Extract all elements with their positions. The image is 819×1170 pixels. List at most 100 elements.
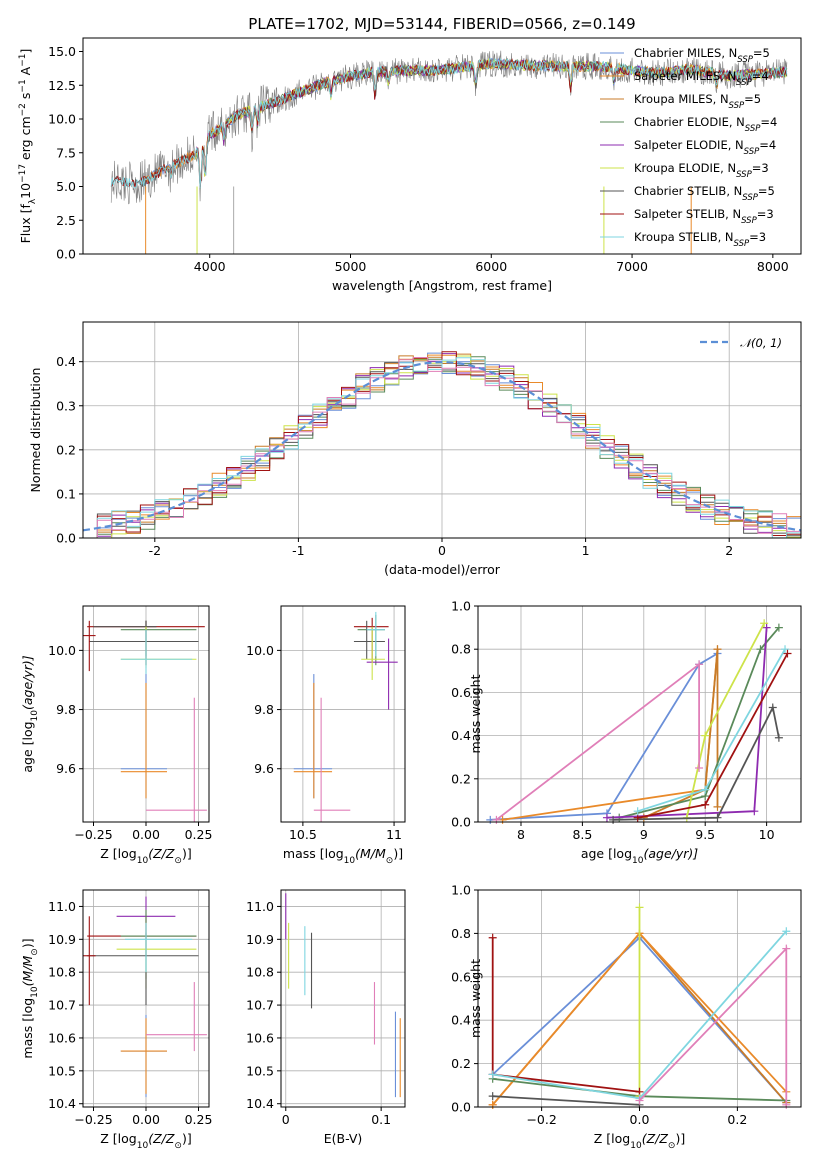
y-tick-label: 0.6 [451,685,471,700]
x-tick-label: 9 [640,827,648,842]
y-tick-label: 0.4 [451,728,471,743]
y-tick-label: 10.6 [246,1030,274,1045]
x-tick-label: 2 [725,543,733,558]
y-tick-label: 9.8 [254,702,274,717]
series-marker [782,944,791,953]
x-axis-label: Z [log10(Z/Z⊙)] [100,1131,191,1151]
series-marker [768,703,777,712]
legend-entry: Chabrier MILES, NSSP=5 [634,46,770,65]
x-tick-label: 4000 [194,259,226,274]
y-tick-label: 0.4 [451,1013,471,1028]
x-tick-label: 0.00 [132,1112,160,1127]
y-tick-label: 9.6 [254,761,274,776]
legend-entry: 𝒩(0, 1) [740,336,782,350]
series-marker [635,1096,644,1105]
series-marker [488,933,497,942]
histogram-salpeter-stelib [83,351,801,538]
x-tick-label: −0.2 [526,1112,556,1127]
y-tick-label: 10.5 [48,1063,76,1078]
series-marker [713,645,722,654]
normal-distribution-curve [83,360,801,532]
series-marker [756,645,765,654]
legend-entry: Kroupa MILES, NSSP=5 [634,92,761,111]
y-tick-label: 1.0 [451,599,471,614]
series-line-9 [495,662,700,821]
x-tick-label: 8000 [757,259,789,274]
y-tick-label: 7.5 [56,145,76,160]
series-line-5 [492,1095,640,1106]
x-axis-label: Z [log10(Z/Z⊙)] [594,1131,685,1151]
spectrum-panel: 4000 5000 6000 7000 8000 0.0 2.5 5.0 7.5 10.0 12.5… [18,37,802,293]
x-tick-label: 8.5 [572,827,592,842]
y-tick-label: 10.0 [48,112,76,127]
legend-entry: Salpeter STELIB, NSSP=3 [634,207,774,226]
y-tick-label: 9.6 [56,761,76,776]
axes-frame [82,37,802,255]
legend-entry: Kroupa STELIB, NSSP=3 [634,230,766,249]
residuals-legend: 𝒩(0, 1) [700,336,782,350]
y-tick-label: 10.9 [246,932,274,947]
y-tick-label: 15.0 [48,44,76,59]
massweight-vs-metallicity-panel: −0.2 0.0 0.2 0.0 0.2 0.4 0.6 0.8 1.0 Z [log10(Z/Z… [451,883,802,1151]
y-axis-label: Normed distribution [28,368,43,493]
legend-entry: Chabrier ELODIE, NSSP=4 [634,115,777,134]
series-marker [701,785,710,794]
y-axis-label: mass weight [468,959,483,1038]
y-tick-label: 10.0 [48,643,76,658]
y-axis-label: mass [log10(M/M⊙)] [20,938,40,1058]
series-marker [695,660,704,669]
y-tick-label: 0.6 [451,969,471,984]
model-spectrum-kroupa-stelib [110,57,788,189]
x-tick-label: 10.5 [289,827,317,842]
y-tick-label: 0.0 [451,815,471,830]
legend-entry: Kroupa ELODIE, NSSP=3 [634,161,769,180]
x-tick-label: 0.00 [132,827,160,842]
x-tick-label: 5000 [335,259,367,274]
y-tick-label: 9.8 [56,702,76,717]
x-tick-label: −0.25 [74,1112,112,1127]
y-tick-label: 0.8 [451,642,471,657]
series-line-0 [490,652,718,821]
x-axis-label: wavelength [Angstrom, rest frame] [332,278,552,293]
x-tick-label: 0.0 [630,1112,650,1127]
x-axis-label: age [log10(age/yr)] [581,846,698,866]
series-marker [713,802,722,811]
histogram-kroupa-stelib [83,357,801,538]
series-marker [713,813,722,822]
x-tick-label: 8 [517,827,525,842]
x-tick-label: 10 [759,827,775,842]
y-tick-label: 0.3 [56,398,76,413]
y-axis-label: age [log10(age/yr)] [20,655,40,772]
x-tick-label: 0 [282,1112,290,1127]
histogram-pink [83,357,801,538]
series-marker [492,815,501,824]
y-tick-label: 10.7 [48,998,76,1013]
axes-frame [280,605,406,823]
series-marker [782,1100,791,1109]
spectrum-title: PLATE=1702, MJD=53144, FIBERID=0566, z=0… [248,15,635,33]
x-tick-label: 9.5 [695,827,715,842]
y-tick-label: 10.4 [48,1096,76,1111]
mass-vs-ebv-panel: 0 0.1 10.4 10.5 10.6 10.7 10.8 10.9 11.0 E(B-V) [246,889,406,1146]
y-tick-label: 10.7 [246,998,274,1013]
series-marker [695,764,704,772]
series-marker [701,800,710,809]
series-marker [762,623,771,632]
axes-frame [280,889,406,1108]
y-tick-label: 10.8 [48,965,76,980]
series-marker [701,731,710,740]
x-axis-label: Z [log10(Z/Z⊙)] [100,846,191,866]
x-tick-label: 6000 [475,259,507,274]
age-vs-metallicity-panel: −0.25 0.00 0.25 9.6 9.8 10.0 Z [log10(Z/Z⊙)] ag… [20,605,212,866]
y-axis-label: Flux [fλ10−17 erg cm−2 s−1 A−1] [18,49,38,244]
series-marker [774,623,783,632]
y-tick-label: 0.1 [56,486,76,501]
spectrum-legend: Chabrier MILES, NSSP=5 Salpeter MILES, NS… [600,46,777,249]
series-marker [783,649,792,658]
series-marker [635,903,644,912]
y-tick-label: 10.0 [246,643,274,658]
series-marker [781,645,790,654]
series-marker [750,807,759,816]
legend-entry: Salpeter MILES, NSSP=4 [634,69,769,88]
mass-vs-metallicity-panel: −0.25 0.00 0.25 10.4 10.5 10.6 10.7 10.8 10.9 11.… [20,889,212,1151]
